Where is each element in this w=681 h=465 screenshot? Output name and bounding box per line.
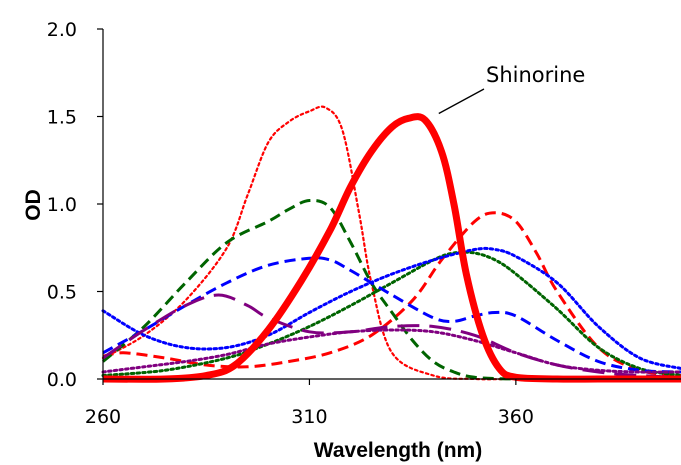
y-tick-label: 0.5 [47, 282, 77, 304]
x-tick-label: 360 [498, 406, 534, 428]
y-tick-label: 0.0 [47, 369, 77, 391]
series-line-6 [102, 256, 681, 374]
plot-lines [101, 105, 681, 383]
shinorine-annotation-leader [438, 88, 485, 115]
x-tick-label: 260 [85, 406, 121, 428]
y-tick-label: 1.5 [47, 107, 77, 129]
y-tick-label: 1.0 [47, 194, 77, 216]
x-tick-label: 310 [291, 406, 327, 428]
shinorine-series-line [102, 113, 681, 383]
series-line-9 [101, 328, 681, 374]
series-line-7 [101, 246, 681, 370]
y-tick-label: 2.0 [47, 19, 77, 41]
y-axis-title: OD [22, 189, 45, 221]
shinorine-annotation: Shinorine [486, 63, 585, 87]
series-line-3 [102, 211, 681, 377]
series-line-8 [102, 293, 681, 379]
x-axis-title: Wavelength (nm) [314, 439, 482, 462]
series-line-2 [101, 105, 681, 381]
axis-ticks: 0.0 0.5 1.0 1.5 2.0 260 310 360 [47, 19, 534, 428]
series-line-4 [102, 198, 681, 381]
